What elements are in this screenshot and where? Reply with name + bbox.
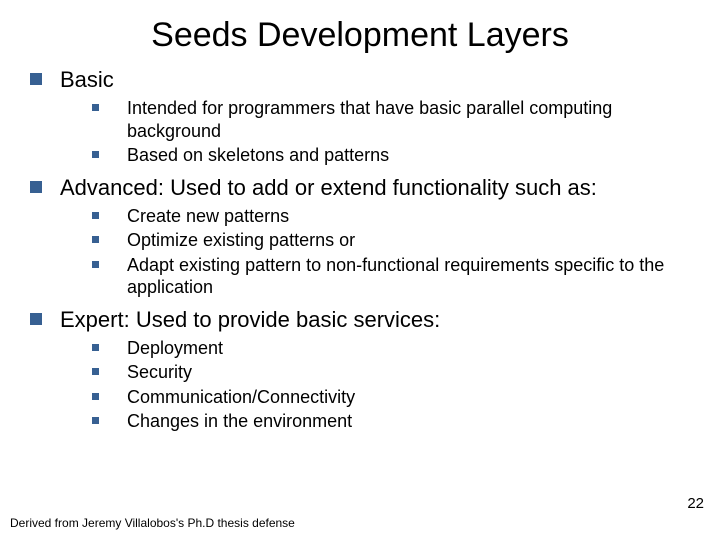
section-expert-items: Deployment Security Communication/Connec… xyxy=(92,337,690,433)
slide-title: Seeds Development Layers xyxy=(30,16,690,55)
square-bullet-icon xyxy=(30,313,42,325)
section-heading: Expert: Used to provide basic services: xyxy=(60,307,440,333)
list-item: Based on skeletons and patterns xyxy=(92,144,690,167)
list-item-text: Based on skeletons and patterns xyxy=(127,144,389,167)
section-expert: Expert: Used to provide basic services: xyxy=(30,307,690,333)
square-bullet-icon xyxy=(30,181,42,193)
list-item: Adapt existing pattern to non-functional… xyxy=(92,254,690,299)
page-number: 22 xyxy=(687,495,704,512)
list-item: Changes in the environment xyxy=(92,410,690,433)
square-bullet-icon xyxy=(92,104,99,111)
slide: Seeds Development Layers Basic Intended … xyxy=(0,0,720,540)
footer-text: Derived from Jeremy Villalobos's Ph.D th… xyxy=(10,516,295,530)
section-advanced: Advanced: Used to add or extend function… xyxy=(30,175,690,201)
section-basic: Basic xyxy=(30,67,690,93)
section-heading: Basic xyxy=(60,67,114,93)
section-advanced-items: Create new patterns Optimize existing pa… xyxy=(92,205,690,299)
section-basic-items: Intended for programmers that have basic… xyxy=(92,97,690,167)
list-item-text: Security xyxy=(127,361,192,384)
list-item: Create new patterns xyxy=(92,205,690,228)
section-heading: Advanced: Used to add or extend function… xyxy=(60,175,597,201)
square-bullet-icon xyxy=(92,417,99,424)
list-item: Intended for programmers that have basic… xyxy=(92,97,690,142)
list-item-text: Optimize existing patterns or xyxy=(127,229,355,252)
square-bullet-icon xyxy=(30,73,42,85)
square-bullet-icon xyxy=(92,151,99,158)
list-item-text: Adapt existing pattern to non-functional… xyxy=(127,254,667,299)
square-bullet-icon xyxy=(92,344,99,351)
list-item: Optimize existing patterns or xyxy=(92,229,690,252)
list-item: Security xyxy=(92,361,690,384)
square-bullet-icon xyxy=(92,368,99,375)
square-bullet-icon xyxy=(92,261,99,268)
list-item-text: Communication/Connectivity xyxy=(127,386,355,409)
list-item-text: Create new patterns xyxy=(127,205,289,228)
square-bullet-icon xyxy=(92,212,99,219)
square-bullet-icon xyxy=(92,393,99,400)
list-item: Deployment xyxy=(92,337,690,360)
list-item: Communication/Connectivity xyxy=(92,386,690,409)
square-bullet-icon xyxy=(92,236,99,243)
list-item-text: Deployment xyxy=(127,337,223,360)
list-item-text: Intended for programmers that have basic… xyxy=(127,97,667,142)
list-item-text: Changes in the environment xyxy=(127,410,352,433)
